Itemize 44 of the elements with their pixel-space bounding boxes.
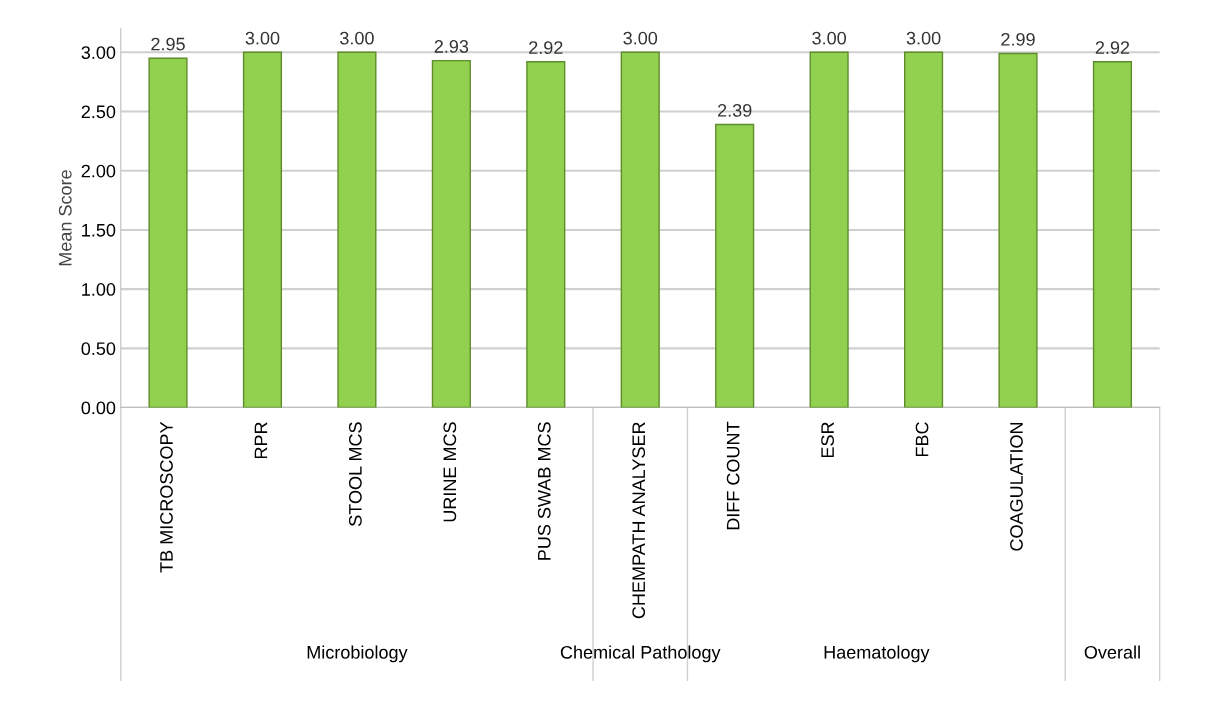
y-tick-label: 2.00 (81, 164, 116, 178)
text: Overall (1084, 645, 1140, 659)
x-tick-label: DIFF COUNT (726, 421, 740, 530)
text: Chemical Pathology (560, 645, 721, 663)
x-tick-label: STOOL MCS (348, 422, 362, 526)
data-label: 2.39 (718, 104, 752, 117)
y-tick-label: 1.50 (82, 223, 116, 237)
bar (242, 51, 283, 408)
x-tick-label: FBC (915, 422, 929, 457)
x-tick-label: COAGULATION (1010, 422, 1023, 551)
bar (998, 52, 1038, 408)
x-tick-label: ESR (821, 422, 834, 458)
data-label: 3.00 (906, 31, 941, 45)
data-label: 3.00 (340, 31, 374, 45)
bar (903, 51, 944, 408)
data-label: 3.00 (245, 31, 280, 45)
data-label: 2.92 (529, 41, 563, 55)
y-tick-label: 3.00 (81, 46, 116, 59)
data-label: 2.92 (1095, 41, 1130, 55)
x-tick-label: PUS SWAB MCS (537, 422, 551, 560)
x-tick-label: RPR (254, 422, 268, 459)
y-tick-label: 1.00 (82, 283, 116, 296)
bar (715, 123, 755, 408)
bar (1092, 61, 1133, 408)
x-tick-label: TB MICROSCOPY (160, 421, 173, 573)
bar (526, 61, 566, 408)
y-axis-title: Mean Score (58, 170, 72, 266)
text: Microbiology (307, 645, 408, 663)
x-tick-label: CHEMPATH ANALYSER (632, 422, 646, 619)
bar (809, 51, 849, 408)
bar (431, 59, 471, 408)
bar (620, 51, 660, 408)
y-tick-label: 2.50 (81, 105, 116, 119)
data-label: 2.93 (434, 40, 469, 53)
data-label: 3.00 (623, 31, 658, 45)
text: Haematology (824, 645, 930, 663)
y-tick-label: 0.00 (81, 401, 116, 415)
data-label: 2.95 (151, 37, 185, 51)
x-tick-label: URINE MCS (443, 422, 457, 522)
data-label: 3.00 (812, 31, 846, 45)
bar (148, 57, 188, 408)
data-label: 2.99 (1001, 32, 1035, 46)
bar (337, 51, 377, 408)
y-tick-label: 0.50 (81, 342, 116, 356)
